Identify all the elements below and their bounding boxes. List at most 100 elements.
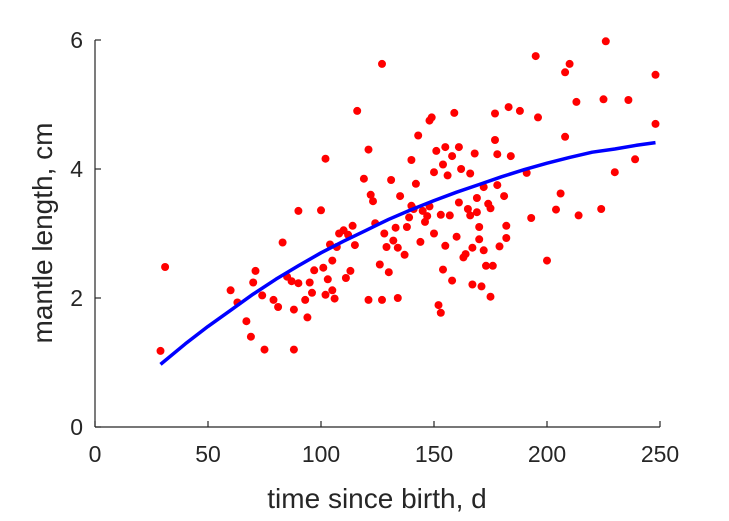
- data-point: [475, 235, 484, 244]
- data-point: [561, 132, 570, 141]
- data-point: [378, 295, 386, 304]
- data-point: [482, 261, 490, 270]
- data-point: [491, 109, 499, 118]
- data-point: [303, 313, 312, 322]
- data-point: [466, 169, 475, 178]
- data-point: [506, 152, 515, 161]
- data-point: [534, 113, 542, 122]
- axes: [94, 40, 660, 428]
- x-tick-label: 0: [89, 441, 102, 467]
- data-point: [387, 176, 396, 184]
- data-point: [328, 286, 337, 295]
- x-tick-label: 100: [302, 441, 340, 467]
- data-point: [301, 295, 310, 304]
- data-point: [432, 146, 441, 155]
- data-point: [479, 246, 488, 255]
- ticks: 0 50 100 150 200 250 0 2 4 6: [70, 27, 679, 467]
- data-point: [341, 274, 350, 282]
- data-point: [427, 113, 436, 122]
- data-point: [378, 59, 386, 68]
- data-point: [493, 181, 502, 190]
- data-point: [439, 265, 447, 274]
- data-point: [436, 210, 445, 219]
- data-point: [423, 212, 432, 221]
- data-point: [515, 106, 524, 115]
- data-point: [249, 278, 258, 287]
- data-point: [396, 192, 405, 201]
- data-point: [402, 223, 411, 231]
- data-point: [328, 256, 337, 265]
- data-point: [470, 149, 479, 158]
- data-point: [463, 205, 472, 213]
- data-point: [491, 136, 499, 144]
- data-point: [441, 143, 450, 152]
- data-point: [454, 198, 463, 207]
- y-tick-label: 0: [70, 414, 83, 440]
- data-point: [400, 250, 409, 259]
- data-point: [552, 205, 560, 214]
- data-point: [448, 152, 457, 161]
- data-point: [572, 97, 581, 106]
- data-point: [574, 211, 583, 220]
- data-point: [294, 206, 303, 215]
- data-point: [319, 263, 328, 272]
- data-point: [380, 229, 389, 238]
- data-point: [364, 145, 373, 154]
- data-point: [418, 206, 427, 215]
- x-axis-label: time since birth, d: [267, 483, 486, 514]
- data-point: [488, 261, 497, 270]
- data-point: [391, 223, 400, 232]
- data-point: [631, 155, 640, 164]
- data-point: [317, 206, 325, 215]
- data-point: [161, 263, 170, 271]
- data-point: [651, 119, 660, 128]
- data-point: [495, 242, 504, 251]
- x-tick-label: 150: [415, 441, 453, 467]
- data-point: [486, 292, 495, 301]
- data-point: [543, 256, 551, 265]
- data-point: [321, 154, 330, 163]
- data-point: [414, 131, 423, 140]
- data-point: [393, 243, 402, 252]
- x-tick-label: 200: [528, 441, 566, 467]
- data-point: [610, 168, 619, 177]
- data-point: [287, 277, 296, 286]
- data-point: [305, 278, 314, 287]
- data-point: [348, 221, 357, 230]
- data-point: [246, 332, 255, 341]
- data-point: [289, 345, 298, 354]
- data-point: [364, 295, 373, 304]
- data-point: [454, 143, 463, 152]
- data-point: [407, 156, 416, 164]
- data-point: [445, 211, 454, 220]
- data-point: [439, 160, 447, 169]
- x-tick-label: 250: [641, 441, 679, 467]
- data-point: [472, 194, 481, 202]
- data-point: [472, 208, 481, 217]
- data-point: [601, 37, 610, 46]
- data-point: [477, 282, 486, 291]
- data-point: [468, 280, 477, 289]
- data-point: [242, 317, 251, 326]
- data-point: [430, 168, 438, 177]
- data-point: [493, 150, 502, 159]
- data-point: [561, 68, 570, 77]
- data-point: [466, 211, 475, 220]
- data-point: [443, 171, 452, 180]
- data-point: [565, 59, 574, 68]
- data-point: [269, 295, 278, 304]
- data-point: [411, 179, 420, 188]
- y-axis-label: mantle length, cm: [27, 123, 58, 344]
- data-point: [434, 301, 443, 310]
- data-point: [156, 346, 165, 355]
- data-point: [226, 286, 235, 295]
- data-point: [461, 250, 470, 259]
- data-point: [452, 232, 461, 241]
- y-tick-label: 4: [70, 156, 83, 182]
- data-point: [369, 197, 377, 206]
- fit-curve-line: [159, 140, 656, 366]
- data-point: [527, 214, 536, 222]
- data-point: [531, 52, 540, 61]
- data-point: [502, 234, 511, 242]
